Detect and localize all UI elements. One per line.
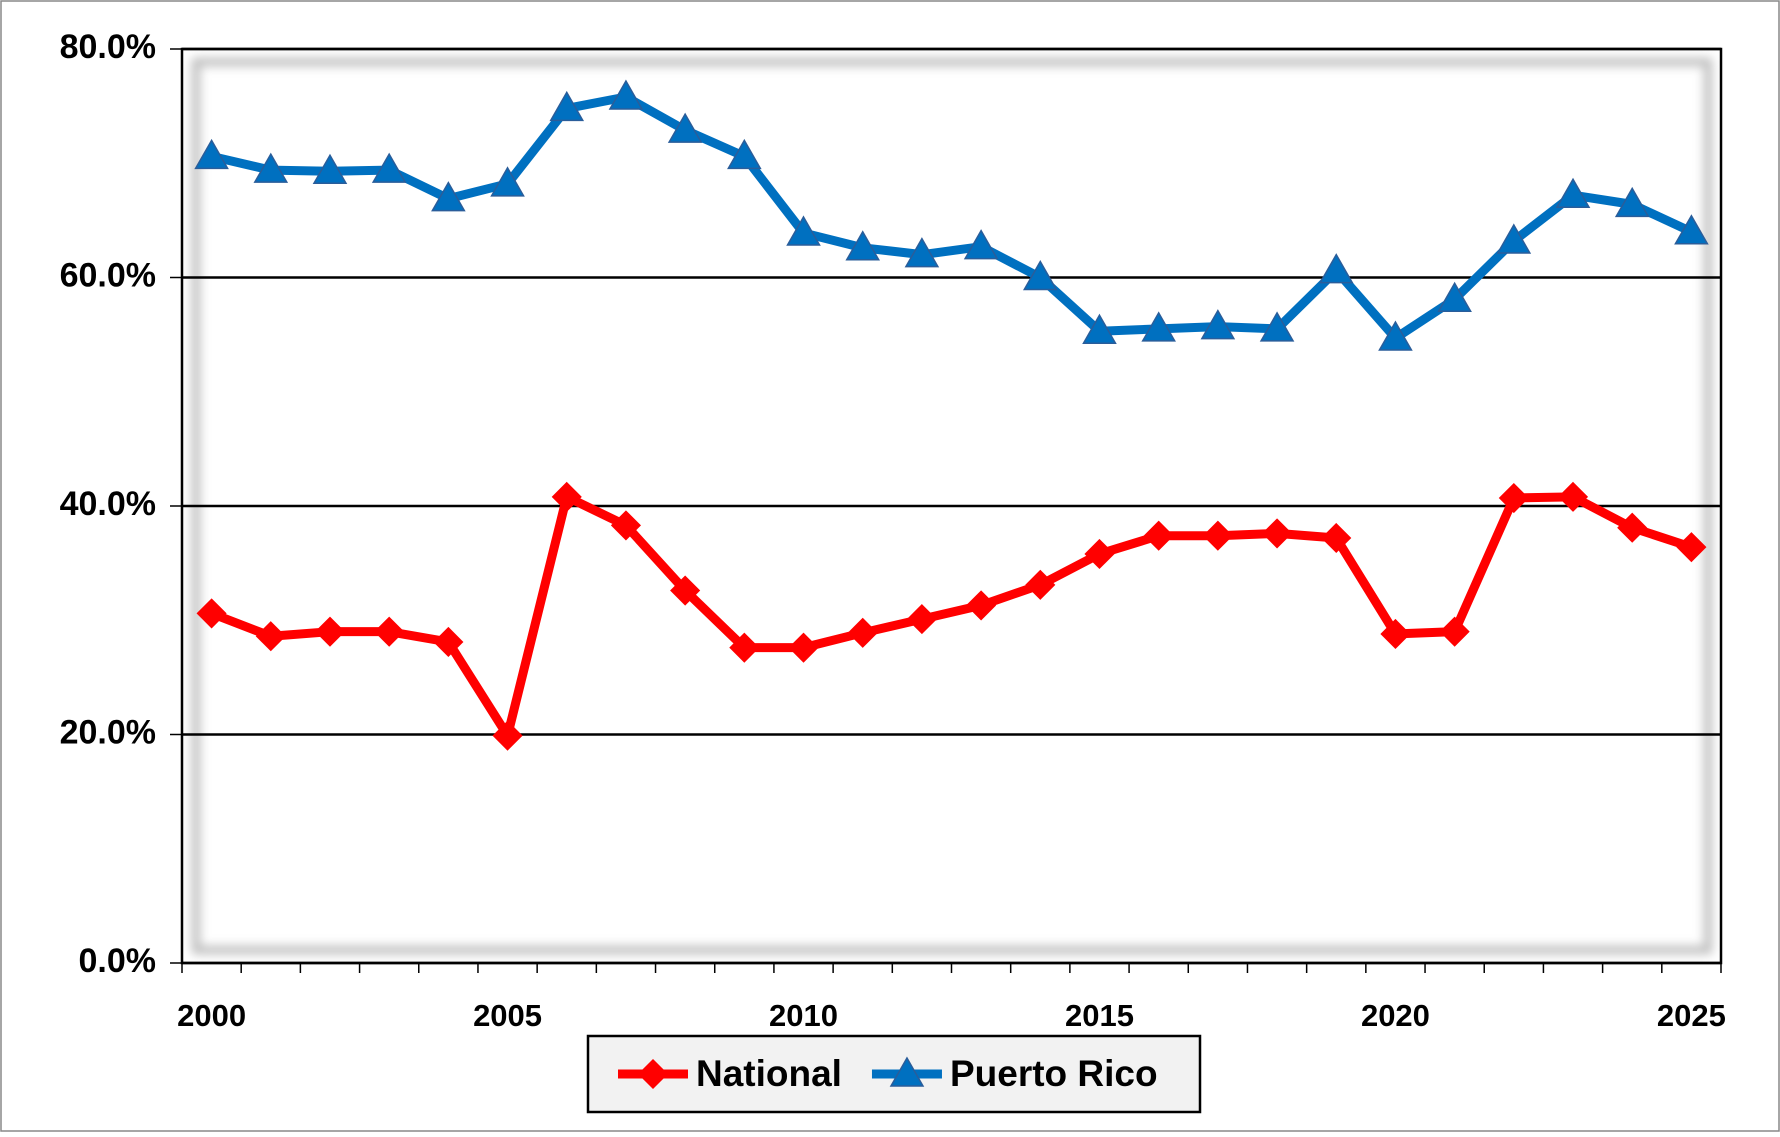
diamond-marker — [610, 510, 642, 541]
triangle-marker — [371, 152, 407, 183]
x-tick-label: 2010 — [769, 998, 838, 1033]
x-tick-label: 2020 — [1361, 998, 1430, 1033]
diamond-marker — [492, 720, 523, 751]
triangle-marker — [1318, 253, 1354, 284]
diamond-marker — [196, 598, 227, 629]
triangle-marker — [963, 229, 999, 260]
x-tick-label: 2005 — [473, 998, 542, 1033]
triangle-marker — [845, 230, 881, 261]
diamond-marker — [1321, 522, 1352, 554]
triangle-marker — [786, 215, 821, 246]
triangle-marker — [889, 1056, 925, 1087]
legend-label: National — [696, 1053, 842, 1094]
triangle-marker — [1496, 223, 1532, 254]
triangle-marker — [431, 181, 466, 212]
diamond-marker — [637, 1058, 669, 1090]
triangle-marker — [549, 90, 585, 122]
triangle-marker — [1259, 311, 1295, 342]
diamond-marker — [1143, 520, 1174, 551]
x-tick-label: 2025 — [1657, 998, 1726, 1033]
triangle-marker — [667, 112, 703, 143]
diamond-marker — [1676, 532, 1707, 563]
diamond-marker — [1202, 520, 1233, 551]
x-tick-label: 2000 — [177, 998, 246, 1033]
diamond-marker — [255, 621, 286, 652]
diamond-marker — [1557, 481, 1589, 512]
diamond-marker — [1025, 569, 1056, 600]
triangle-marker — [253, 152, 289, 183]
diamond-marker — [1498, 482, 1529, 514]
diamond-marker — [551, 481, 582, 512]
triangle-marker — [490, 166, 525, 197]
triangle-marker — [194, 138, 229, 170]
diamond-marker — [729, 632, 760, 663]
triangle-marker — [904, 237, 940, 268]
diamond-marker — [1617, 512, 1648, 543]
y-tick-label: 60.0% — [60, 256, 156, 294]
legend: National Puerto Rico — [586, 1034, 1202, 1114]
diamond-marker — [1380, 618, 1411, 650]
diamond-marker — [1084, 538, 1115, 570]
triangle-marker — [608, 79, 644, 110]
diamond-marker — [966, 590, 997, 621]
triangle-marker — [1200, 309, 1236, 340]
y-tick-label: 40.0% — [60, 485, 156, 523]
diamond-marker — [847, 617, 878, 648]
diamond-marker — [374, 616, 405, 647]
triangle-marker — [1082, 313, 1117, 344]
diamond-marker — [1439, 616, 1470, 647]
y-tick-label: 20.0% — [60, 713, 156, 751]
diamond-marker — [1261, 518, 1293, 549]
triangle-marker — [1141, 311, 1176, 342]
diamond-marker — [433, 626, 464, 658]
x-tick-label: 2015 — [1065, 998, 1134, 1033]
legend-label: Puerto Rico — [950, 1053, 1158, 1094]
triangle-marker — [1437, 281, 1472, 312]
y-tick-label: 80.0% — [60, 28, 156, 66]
triangle-marker — [727, 138, 762, 170]
triangle-marker — [1555, 177, 1591, 208]
diamond-marker — [670, 575, 701, 606]
diamond-marker — [906, 604, 937, 635]
diamond-marker — [788, 632, 819, 663]
triangle-marker — [1022, 259, 1058, 291]
triangle-marker — [1674, 214, 1709, 245]
triangle-marker — [1614, 186, 1650, 218]
triangle-marker — [1378, 320, 1413, 351]
diamond-marker — [314, 616, 346, 647]
y-tick-label: 0.0% — [79, 942, 157, 980]
triangle-marker — [312, 153, 348, 184]
